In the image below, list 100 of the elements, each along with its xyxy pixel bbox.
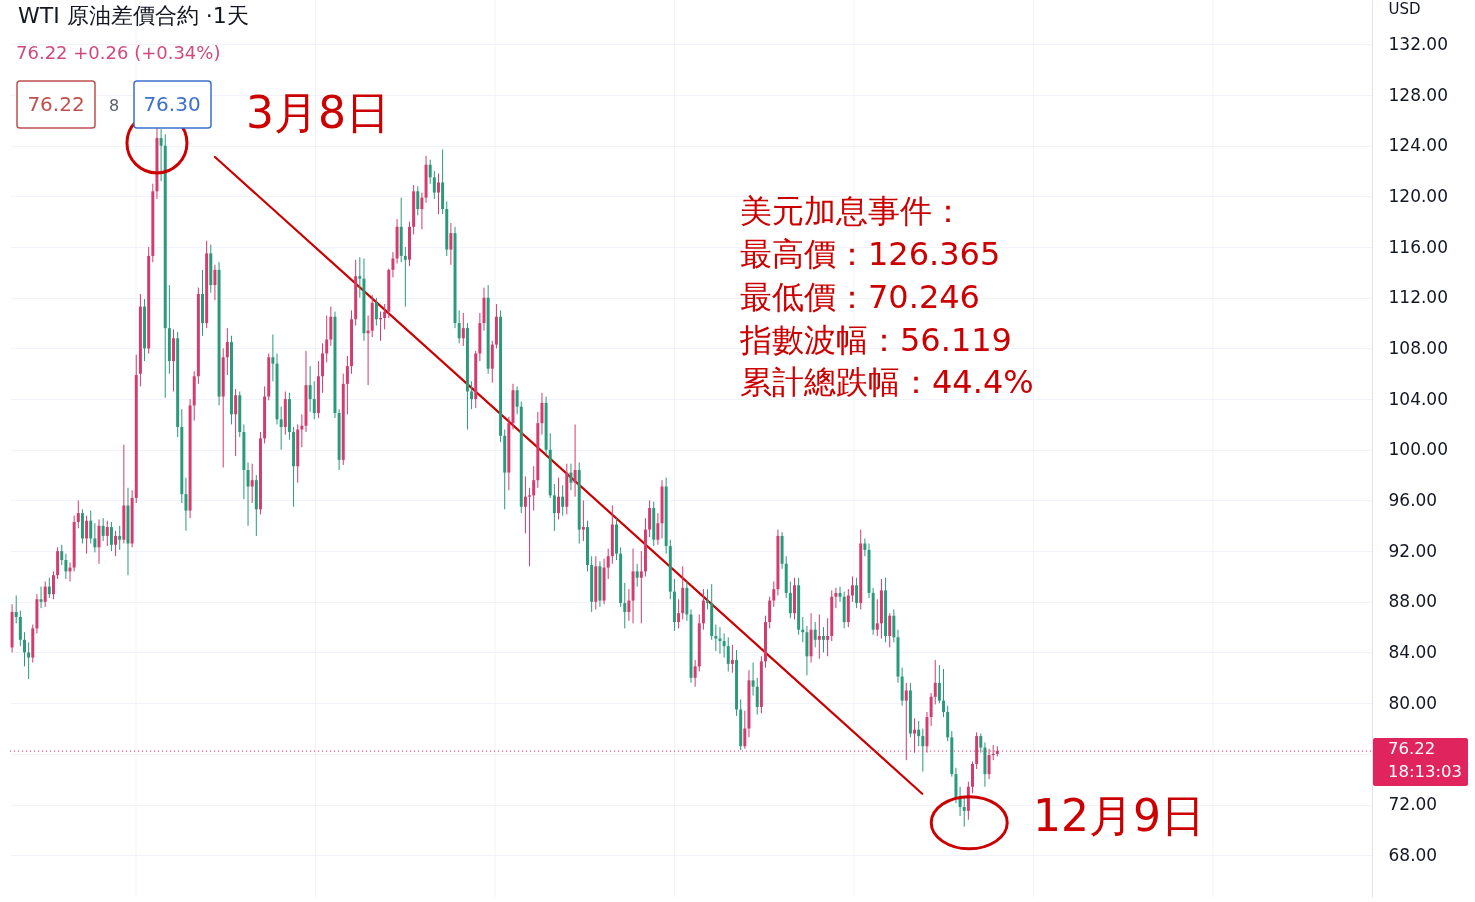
candlestick — [345, 355, 349, 415]
y-tick-label: 100.00 — [1388, 439, 1448, 460]
candlestick — [250, 463, 254, 504]
candlestick — [47, 577, 51, 599]
candlestick — [109, 521, 113, 552]
candlestick — [573, 423, 577, 498]
candlestick — [279, 406, 283, 451]
ref-line-label: 76.22 18:13:03 — [1388, 739, 1463, 782]
candlestick — [913, 717, 917, 754]
candlestick — [18, 610, 22, 647]
y-tick-label: 132.00 — [1388, 33, 1448, 54]
candlestick — [730, 644, 734, 674]
candlestick — [656, 512, 660, 546]
candlestick — [172, 328, 176, 392]
y-tick-label: 120.00 — [1388, 185, 1448, 206]
annotation: 最高價：126.365 — [740, 235, 1001, 273]
annotation: 累計總跌幅：44.4% — [740, 363, 1034, 401]
candlestick — [64, 553, 68, 580]
candlestick — [528, 487, 532, 567]
candlestick — [755, 677, 759, 716]
annotation: 指數波幅：56.119 — [739, 321, 1012, 359]
candlestick — [813, 621, 817, 648]
candlestick — [329, 306, 333, 347]
annotation: 美元加息事件： — [740, 192, 964, 230]
candlestick — [436, 173, 440, 215]
chart-title: WTI 原油差價合約 ·1天 — [18, 3, 249, 28]
candlestick — [432, 170, 436, 200]
y-tick-label: 72.00 — [1388, 794, 1438, 815]
candlestick — [557, 477, 561, 520]
candlestick — [416, 185, 420, 216]
candlestick — [743, 710, 747, 750]
y-tick-label: 84.00 — [1388, 641, 1438, 662]
annotation: 12月9日 — [1033, 790, 1205, 841]
candlestick — [470, 380, 474, 410]
candlestick — [627, 588, 631, 622]
candlestick — [904, 682, 908, 761]
candlestick — [962, 796, 966, 828]
candlestick — [321, 342, 325, 394]
candlestick — [722, 632, 726, 659]
candlestick — [693, 659, 697, 688]
candlestick — [89, 510, 93, 545]
y-tick-label: 68.00 — [1388, 844, 1438, 865]
candlestick — [428, 159, 432, 185]
candlestick — [358, 256, 362, 299]
candlestick — [225, 327, 229, 376]
candlestick — [391, 251, 395, 278]
candlestick — [875, 598, 879, 637]
annotation: 最低價：70.246 — [740, 278, 980, 316]
candlestick — [917, 720, 921, 747]
y-tick-label: 88.00 — [1388, 591, 1438, 612]
candlestick — [23, 631, 26, 667]
candlestick — [27, 641, 31, 680]
candlestick — [929, 692, 933, 727]
candlestick — [403, 246, 407, 308]
candlestick — [312, 380, 316, 420]
candlestick — [561, 484, 565, 517]
candlestick — [532, 465, 536, 512]
candlestick — [942, 668, 946, 718]
candlestick — [449, 222, 453, 266]
y-tick-label: 104.00 — [1388, 388, 1448, 409]
annotation: 76.22 +0.26 (+0.34%) — [16, 42, 221, 63]
candlestick — [726, 636, 730, 672]
y-tick-label: 116.00 — [1388, 236, 1448, 257]
candlestick — [184, 477, 188, 532]
candlestick — [933, 659, 937, 705]
candlestick — [606, 548, 610, 580]
candlestick — [213, 264, 217, 301]
candlestick — [39, 586, 43, 609]
candlestick — [639, 550, 643, 624]
y-axis-title: USD — [1388, 0, 1421, 18]
candlestick — [850, 575, 854, 603]
candlestick — [888, 612, 892, 648]
candlestick — [420, 192, 424, 230]
candlestick — [383, 303, 387, 330]
candlestick — [118, 525, 122, 551]
candlestick — [714, 624, 718, 652]
candlestick — [834, 587, 838, 609]
candlestick — [768, 596, 772, 629]
candlestick — [821, 626, 825, 653]
candlestick — [93, 522, 97, 553]
candlestick — [826, 617, 830, 657]
candlestick — [234, 388, 238, 457]
candlestick — [892, 608, 896, 643]
candlestick — [635, 563, 639, 588]
candlestick — [751, 662, 755, 697]
candlestick — [523, 475, 527, 534]
candlestick — [374, 297, 378, 327]
y-tick-label: 108.00 — [1388, 337, 1448, 358]
annotation: 8 — [108, 96, 120, 115]
candlestick — [971, 760, 974, 794]
candlestick — [772, 581, 776, 608]
candlestick — [701, 588, 705, 631]
candlestick — [14, 594, 18, 624]
annotation: 76.22 — [27, 92, 85, 116]
candlestick — [114, 530, 118, 557]
candlestick — [552, 483, 556, 532]
y-tick-label: 80.00 — [1388, 692, 1438, 713]
candlestick — [515, 385, 519, 415]
candlestick — [308, 365, 312, 413]
candlestick — [937, 664, 941, 704]
